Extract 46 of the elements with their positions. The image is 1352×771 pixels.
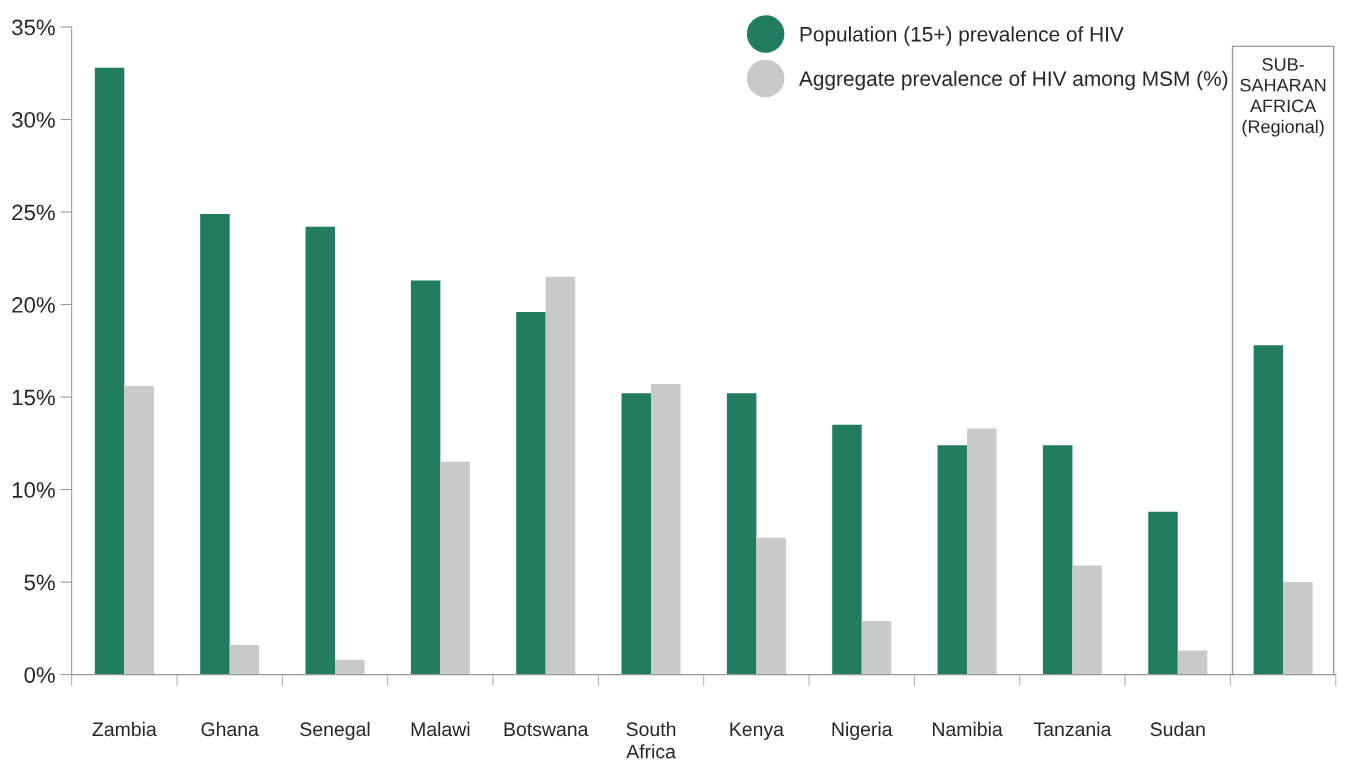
bar	[440, 461, 470, 675]
x-tick-label: Botswana	[504, 722, 589, 737]
bar	[621, 393, 652, 675]
legend-label: Aggregate prevalence of HIV among MSM (%)	[799, 70, 1228, 91]
bar	[651, 384, 681, 675]
bar	[861, 620, 892, 675]
x-tick-label: Zambia	[92, 721, 157, 737]
x-tick-label: Malawi	[411, 721, 470, 737]
y-tick-label: 25%	[12, 204, 55, 221]
bar	[516, 311, 546, 675]
bar	[726, 393, 757, 675]
x-tick-label: Nigeria	[832, 721, 893, 740]
bar	[229, 645, 260, 675]
bar	[967, 428, 997, 675]
bar	[305, 226, 336, 675]
bar	[756, 537, 786, 675]
y-tick-label: 30%	[12, 112, 55, 128]
x-tick-label: Kenya	[730, 722, 784, 740]
bar	[1148, 511, 1178, 675]
x-tick-label: Namibia	[933, 721, 1003, 737]
y-tick-label: 35%	[12, 19, 55, 36]
bar	[937, 445, 968, 675]
y-tick-label: 15%	[12, 389, 55, 406]
bar	[1253, 345, 1284, 675]
y-tick-label: 20%	[12, 297, 55, 313]
x-tick-label: Tanzania	[1033, 721, 1112, 737]
bar	[94, 67, 125, 675]
bar	[1177, 650, 1208, 675]
bar	[545, 276, 576, 675]
x-tick-label: South Africa	[626, 721, 676, 759]
bar	[335, 659, 365, 675]
bar	[200, 213, 230, 675]
y-tick-label: 10%	[12, 482, 55, 498]
x-tick-label: Ghana	[201, 721, 259, 737]
bar	[1042, 445, 1073, 675]
x-tick-label: Sudan	[1150, 721, 1205, 737]
y-tick-label: 5%	[24, 574, 55, 591]
legend-label: Population (15+) prevalence of HIV	[800, 26, 1124, 46]
y-tick-label: 0%	[24, 667, 55, 683]
annotation: SUB- SAHARAN AFRICA (Regional)	[1240, 57, 1326, 137]
bar	[410, 280, 441, 675]
bar	[124, 385, 154, 675]
bar	[1072, 565, 1102, 675]
bar	[832, 424, 862, 675]
bar	[1283, 582, 1313, 675]
x-tick-label: Senegal	[300, 721, 370, 740]
